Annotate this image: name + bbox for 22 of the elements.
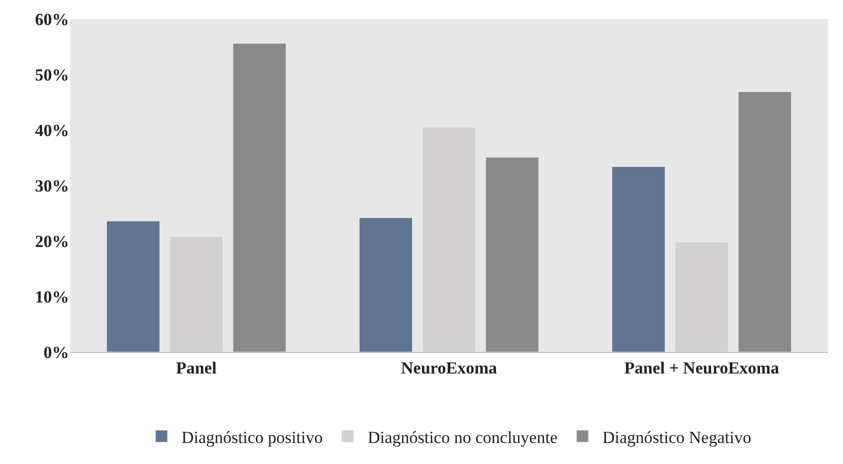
bar bbox=[674, 242, 728, 352]
bar bbox=[232, 43, 286, 352]
y-tick-label: 10% bbox=[35, 287, 69, 306]
bar bbox=[170, 236, 224, 352]
y-tick-label: 30% bbox=[35, 176, 69, 196]
bar bbox=[485, 156, 539, 352]
bar bbox=[612, 166, 666, 352]
legend-label: Diagnóstico positivo bbox=[182, 428, 323, 447]
y-tick-label: 60% bbox=[35, 10, 69, 29]
y-tick-label: 50% bbox=[35, 65, 69, 84]
x-tick-label: NeuroExoma bbox=[400, 358, 498, 378]
bar bbox=[422, 126, 476, 352]
bar bbox=[738, 91, 792, 352]
x-tick-label: Panel + NeuroExoma bbox=[624, 358, 780, 378]
y-tick-label: 20% bbox=[35, 232, 69, 251]
legend-label: Diagnóstico no concluyente bbox=[368, 428, 558, 447]
x-tick-label: Panel bbox=[176, 358, 217, 378]
legend-label: Diagnóstico Negativo bbox=[602, 428, 752, 447]
y-tick-label: 40% bbox=[35, 120, 69, 140]
bar bbox=[106, 220, 160, 352]
bar bbox=[359, 217, 413, 352]
y-tick-label: 0% bbox=[44, 342, 69, 362]
